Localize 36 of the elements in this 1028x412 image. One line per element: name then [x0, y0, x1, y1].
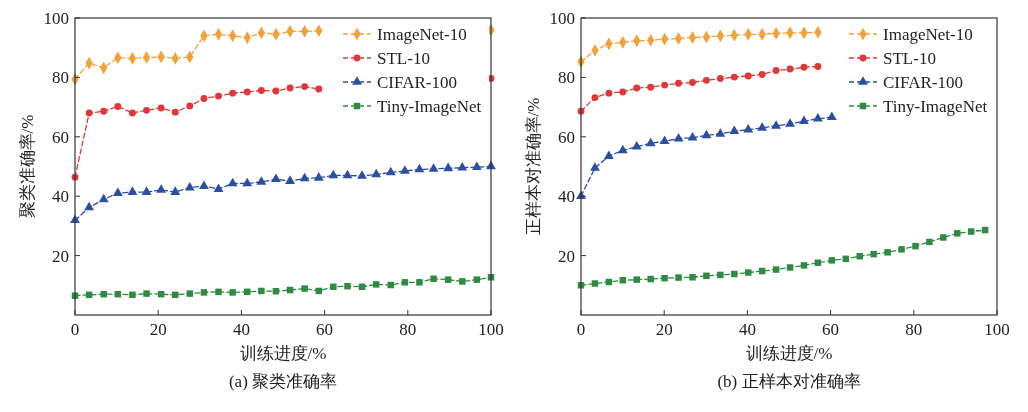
x-tick-label: 60 [822, 320, 840, 339]
x-tick-label: 20 [655, 320, 673, 339]
x-axis-title: 训练进度/% [239, 344, 327, 363]
y-tick-label: 100 [549, 8, 575, 28]
x-tick-label: 100 [478, 320, 504, 339]
y-tick-label: 20 [558, 246, 575, 266]
y-tick-label: 80 [52, 68, 69, 88]
legend-label: ImageNet-10 [377, 24, 467, 44]
legend-label: STL-10 [377, 48, 430, 68]
y-tick-label: 60 [52, 127, 69, 147]
y-tick-label: 80 [558, 68, 575, 88]
x-axis-title: 训练进度/% [745, 344, 833, 363]
legend-label: Tiny-ImageNet [377, 96, 482, 116]
x-tick-label: 20 [149, 320, 167, 339]
x-tick-label: 0 [70, 320, 80, 339]
text: (a) 聚类准确率 [228, 372, 338, 391]
legend-label: STL-10 [883, 48, 936, 68]
x-tick-label: 0 [576, 320, 586, 339]
y-tick-label: 40 [558, 187, 575, 207]
x-tick-label: 100 [984, 320, 1010, 339]
y-axis-title: 正样本对准确率/% [524, 97, 543, 236]
y-tick-label: 20 [52, 246, 69, 266]
x-tick-label: 40 [232, 320, 250, 339]
legend-label: CIFAR-100 [377, 72, 457, 92]
x-tick-label: 40 [738, 320, 756, 339]
y-tick-label: 40 [52, 187, 69, 207]
y-tick-label: 60 [558, 127, 575, 147]
x-tick-label: 60 [316, 320, 334, 339]
legend-label: ImageNet-10 [883, 24, 973, 44]
legend-label: CIFAR-100 [883, 72, 963, 92]
x-tick-label: 80 [905, 320, 923, 339]
y-axis-title: 聚类准确率/% [18, 114, 37, 219]
y-tick-label: 100 [43, 8, 69, 28]
x-tick-label: 80 [399, 320, 417, 339]
text: (b) 正样本对准确率 [717, 372, 861, 391]
legend-label: Tiny-ImageNet [883, 96, 988, 116]
